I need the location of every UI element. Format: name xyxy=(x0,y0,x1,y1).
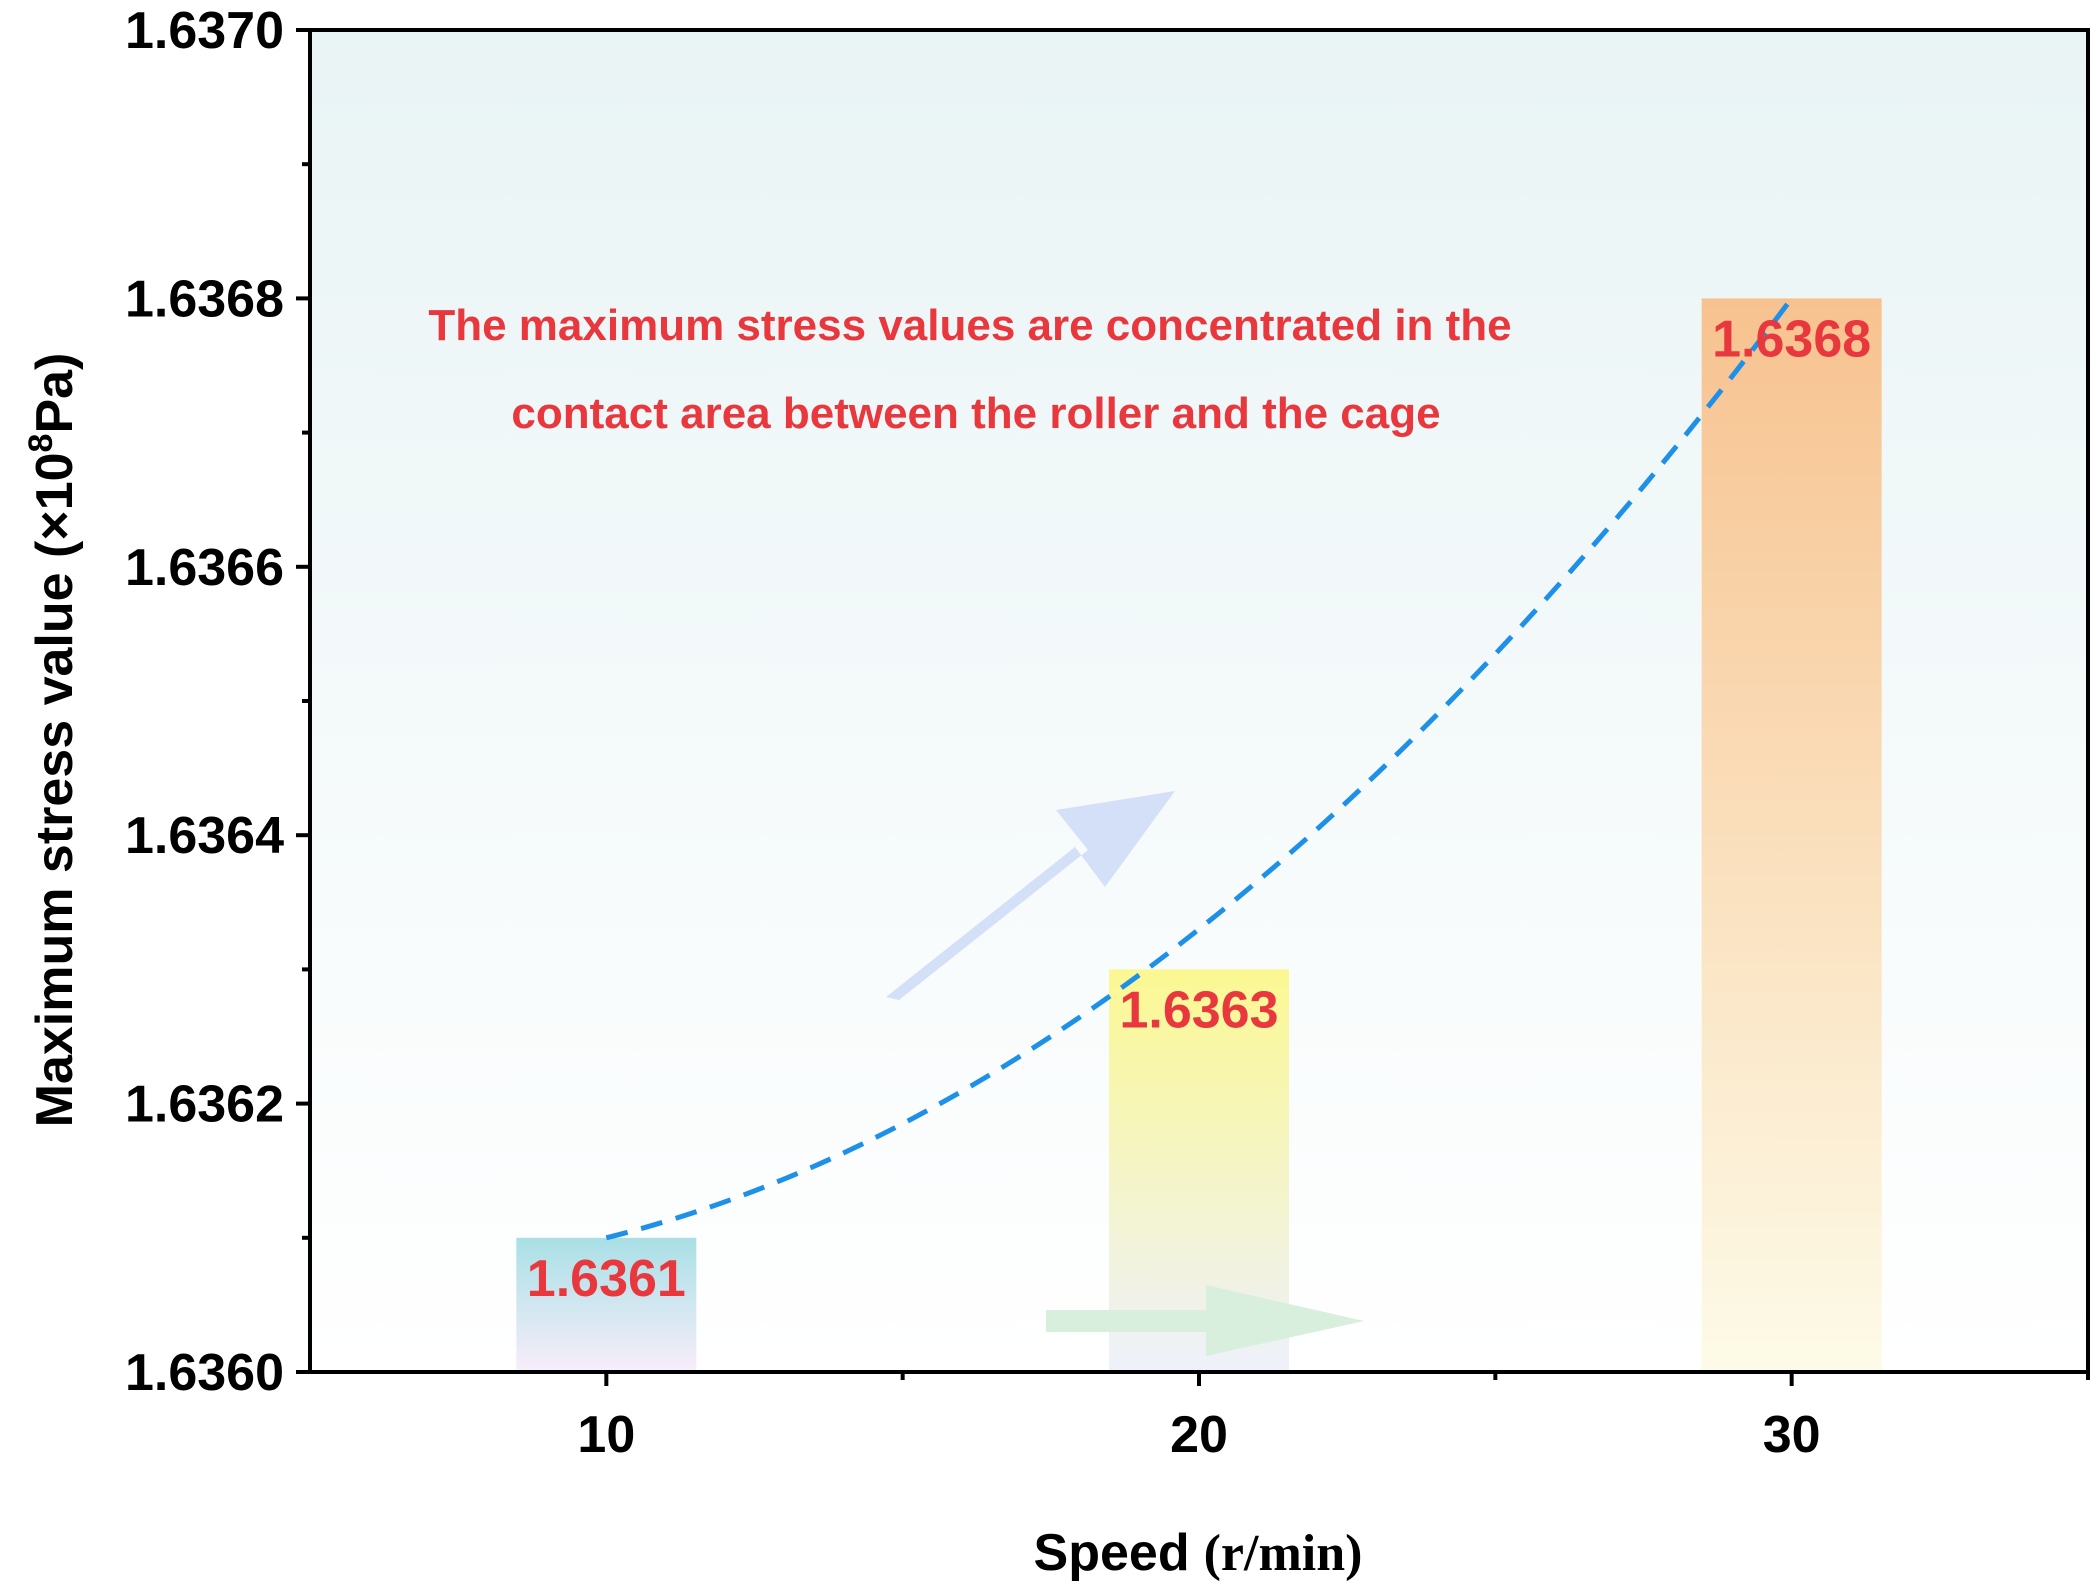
bar-10 xyxy=(516,1237,697,1372)
y-tick-label: 1.6368 xyxy=(125,270,284,328)
annotation-line: contact area between the roller and the … xyxy=(511,389,1440,438)
annotation-text: The maximum stress values are concentrat… xyxy=(428,301,1511,438)
y-axis-title-main: Maximum stress value (×10 xyxy=(26,452,84,1127)
y-tick-label: 1.6362 xyxy=(125,1076,284,1134)
speed-direction-arrow xyxy=(1046,1285,1364,1356)
bars xyxy=(516,298,1882,1372)
bar-30 xyxy=(1701,298,1882,1372)
y-axis-title-end: Pa) xyxy=(26,353,84,434)
data-label: 1.6363 xyxy=(1119,981,1278,1039)
data-label: 1.6361 xyxy=(527,1250,686,1308)
y-axis-title: Maximum stress value (×108Pa) xyxy=(22,353,84,1128)
x-axis-title-unit: (r/min) xyxy=(1204,1525,1363,1582)
data-labels: 1.6361 1.6363 1.6368 xyxy=(527,310,1871,1307)
axes: 1.6360 1.6362 1.6364 1.6366 1.6368 1.6370 10 20… xyxy=(125,2,2090,1464)
x-tick-label: 20 xyxy=(1170,1406,1228,1464)
increasing-trend-arrow xyxy=(886,791,1175,1000)
x-tick-label: 30 xyxy=(1763,1406,1821,1464)
y-tick-label: 1.6364 xyxy=(125,807,284,865)
y-tick-label: 1.6360 xyxy=(125,1344,284,1402)
y-axis-title-sup: 8 xyxy=(22,434,60,453)
data-label: 1.6368 xyxy=(1712,310,1871,368)
annotation-line: The maximum stress values are concentrat… xyxy=(428,301,1511,350)
x-axis-title: Speed (r/min) xyxy=(1034,1524,1363,1582)
y-tick-label: 1.6366 xyxy=(125,539,284,597)
x-axis-title-main: Speed xyxy=(1034,1524,1190,1582)
y-tick-label: 1.6370 xyxy=(125,2,284,60)
trend-dashed-line xyxy=(605,296,1794,1241)
x-tick-label: 10 xyxy=(577,1406,635,1464)
